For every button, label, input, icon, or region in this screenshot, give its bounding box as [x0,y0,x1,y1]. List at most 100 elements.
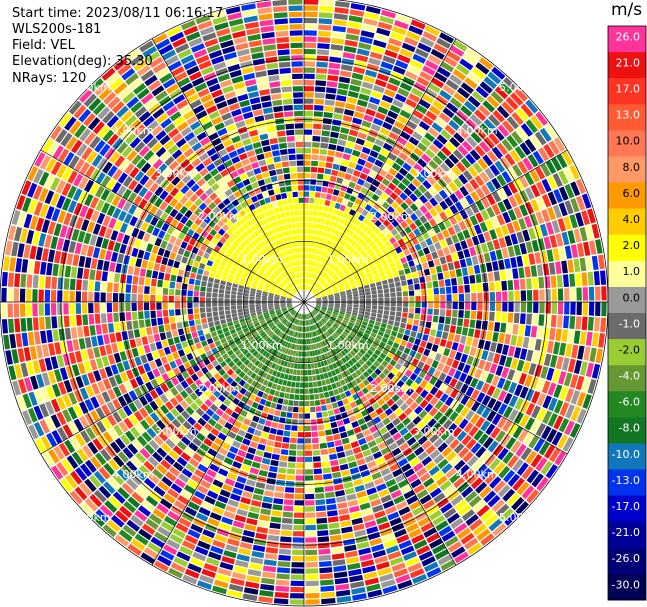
radar-bin [196,432,206,442]
radar-bin [248,407,257,415]
radar-bin [276,345,282,351]
radar-bin [131,311,138,320]
radar-bin [114,322,121,332]
radar-bin [575,316,582,330]
radar-bin [465,206,474,217]
radar-bin [326,87,337,94]
radar-bin [248,274,255,280]
radar-bin [11,210,21,225]
radar-bin [361,120,372,128]
radar-bin [356,245,363,252]
radar-bin [536,196,546,210]
radar-bin [65,474,78,489]
radar-bin [451,317,457,326]
radar-bin [437,66,451,78]
radar-bin [367,589,383,598]
radar-bin [499,156,511,170]
radar-bin [216,241,224,248]
radar-bin [433,437,444,448]
radar-bin [304,61,316,67]
radar-bin [114,220,123,231]
radar-bin [261,265,267,271]
radar-bin [280,536,292,543]
radar-bin [539,127,552,142]
radar-bin [408,93,421,103]
radar-bin [74,242,83,255]
radar-bin [100,313,107,324]
radar-bin [398,269,405,276]
radar-bin [138,505,151,517]
radar-bin [487,321,494,331]
radar-bin [58,328,66,341]
radar-bin [432,315,439,323]
radar-bin [333,292,340,296]
radar-bin [286,299,292,301]
radar-bin [38,171,50,186]
radar-bin [317,530,329,537]
radar-bin [181,283,188,290]
radar-bin [234,276,241,281]
radar-bin [365,305,371,309]
radar-bin [311,425,318,431]
radar-bin [234,406,242,414]
radar-bin [26,288,32,302]
radar-bin [8,365,17,381]
radar-bin [381,403,390,411]
radar-bin [175,358,183,367]
radar-bin [56,354,65,368]
radar-bin [368,356,376,364]
radar-bin [256,292,262,296]
radar-bin [185,406,195,416]
radar-bin [51,383,61,398]
radar-bin [98,485,112,499]
radar-bin [125,430,136,442]
radar-bin [408,260,415,267]
radar-bin [250,499,262,508]
radar-bin [327,510,338,517]
radar-bin [231,313,238,318]
radar-bin [326,239,331,246]
radar-bin [387,110,399,120]
radar-bin [222,271,229,278]
radar-bin [244,342,251,349]
radar-bin [323,359,328,366]
radar-bin [133,399,143,410]
radar-bin [439,211,448,221]
radar-bin [326,403,333,410]
radar-bin [563,274,569,287]
radar-bin [346,201,354,208]
radar-bin [416,234,425,243]
radar-bin [157,348,166,358]
radar-bin [96,259,104,270]
radar-bin [274,492,284,499]
radar-bin [314,292,320,296]
radar-bin [144,404,154,415]
radar-bin [395,422,405,431]
radar-bin [121,146,133,158]
radar-bin [381,236,388,244]
radar-bin [415,395,424,405]
radar-bin [559,386,569,401]
radar-bin [150,536,165,548]
radar-bin [558,170,569,185]
radar-bin [511,131,523,145]
radar-bin [187,302,193,309]
radar-bin [62,424,74,438]
radar-bin [237,342,244,349]
radar-bin [237,312,244,316]
radar-bin [208,220,216,228]
radar-bin [561,357,570,371]
radar-bin [425,357,434,366]
radar-bin [173,336,181,344]
radar-bin [141,523,156,536]
radar-bin [163,493,176,504]
radar-bin [137,346,145,356]
radar-bin [103,481,116,495]
radar-bin [494,322,501,332]
radar-bin [374,211,382,219]
radar-bin [285,418,292,425]
radar-bin [130,456,142,468]
radar-bin [246,398,254,406]
radar-bin [489,250,497,262]
radar-bin [374,159,384,168]
